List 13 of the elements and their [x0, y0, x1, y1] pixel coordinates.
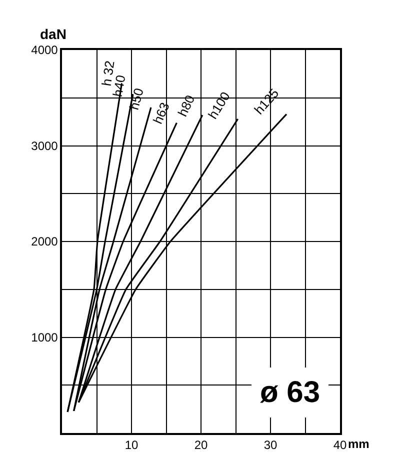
- x-tick-label: 10: [124, 438, 138, 452]
- annotation: ø 63: [260, 376, 320, 409]
- y-tick-label: 2000: [31, 234, 58, 249]
- x-tick-label: 40: [333, 438, 347, 452]
- y-axis-title: daN: [40, 26, 66, 42]
- x-tick-label: 30: [264, 438, 278, 452]
- y-tick-label: 1000: [31, 330, 58, 344]
- y-tick-label: 4000: [31, 43, 58, 58]
- x-tick-label: 20: [194, 438, 208, 452]
- text: h80: [174, 92, 198, 119]
- y-tick-label: 3000: [31, 138, 58, 153]
- x-axis-title: mm: [348, 437, 370, 451]
- text: h63: [150, 100, 172, 126]
